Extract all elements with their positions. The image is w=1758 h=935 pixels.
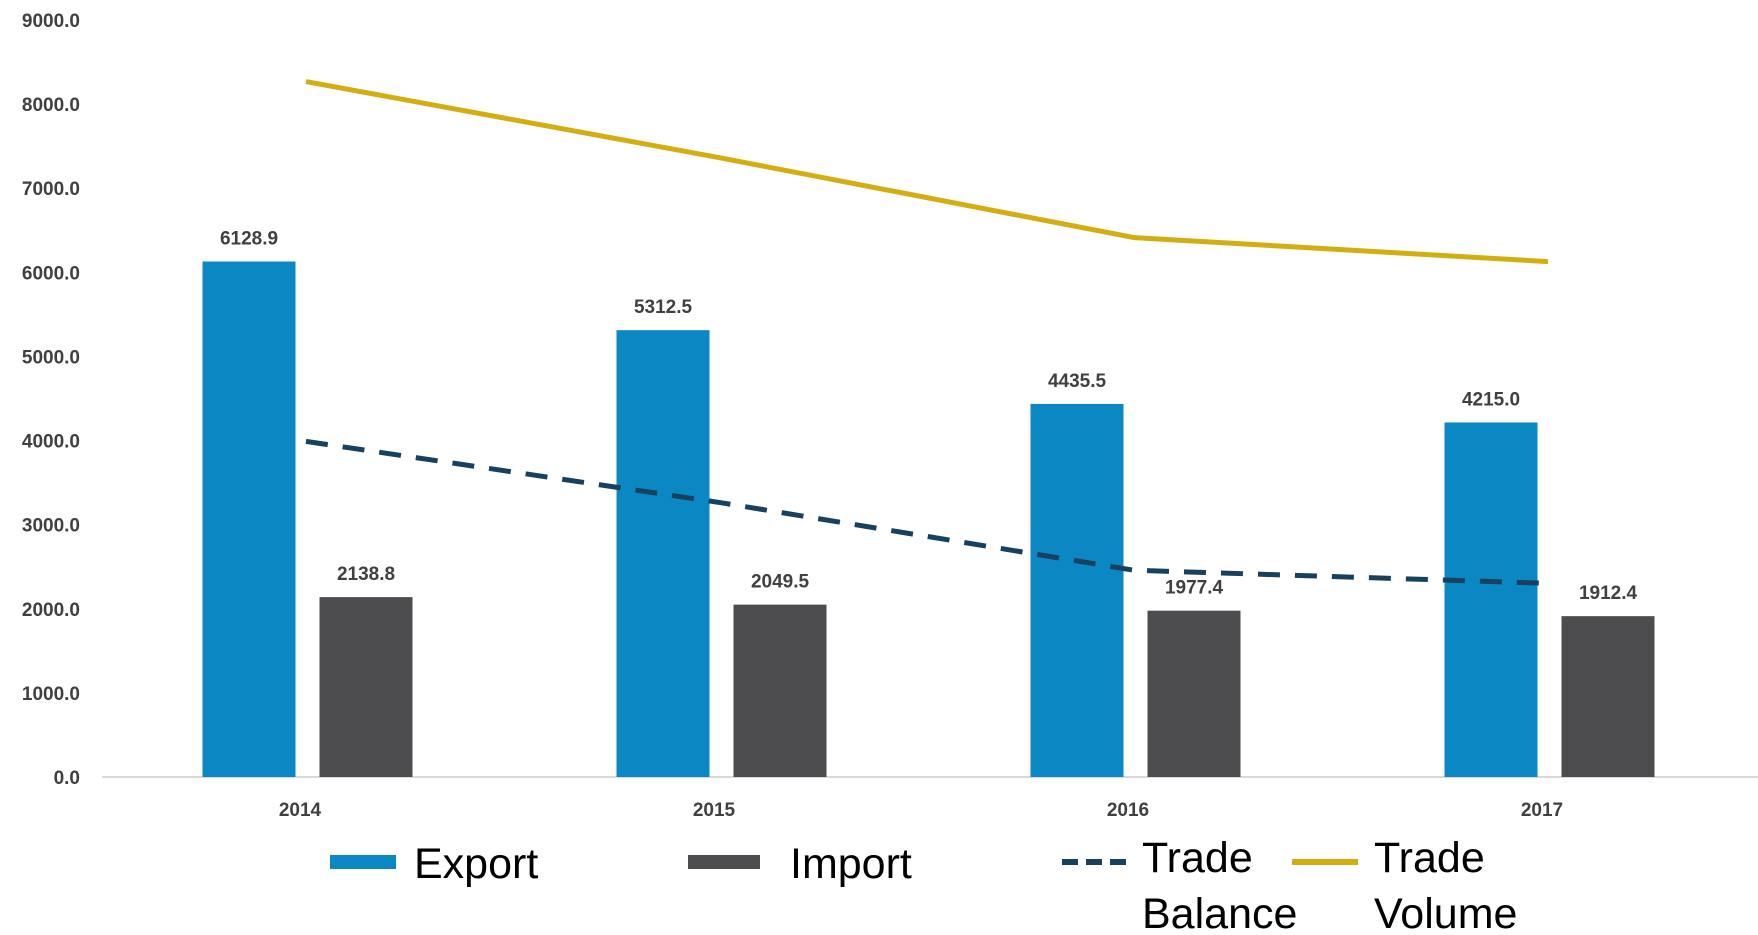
export-bar (202, 261, 296, 777)
import-bar (1561, 616, 1655, 777)
lines (305, 79, 1549, 586)
legend-label-trade-balance: Trade Balance (1142, 834, 1297, 935)
import-bar (319, 597, 413, 777)
y-tick-label: 2000.0 (22, 600, 80, 621)
data-labels: 6128.9 5312.5 4435.5 4215.0 2138.8 2049.5 1977… (220, 228, 1638, 604)
y-tick-label: 9000.0 (22, 11, 80, 32)
data-label: 6128.9 (220, 228, 278, 249)
import-bar (733, 604, 827, 777)
trade-balance-line (305, 438, 1549, 586)
x-tick-label: 2017 (1521, 800, 1563, 821)
x-tick-label: 2014 (279, 800, 322, 821)
legend-swatch-export (330, 855, 396, 869)
import-bar (1147, 610, 1241, 777)
data-label: 2138.8 (337, 564, 395, 585)
y-tick-label: 6000.0 (22, 263, 80, 284)
legend-label-import: Import (790, 840, 912, 888)
legend-label-trade-volume: Trade Volume (1374, 834, 1517, 935)
data-label: 1977.4 (1165, 578, 1224, 599)
legend-label-export: Export (414, 840, 538, 888)
y-tick-label: 5000.0 (22, 347, 80, 368)
data-label: 5312.5 (634, 297, 693, 318)
y-tick-label: 7000.0 (22, 179, 80, 200)
y-tick-label: 3000.0 (22, 516, 80, 537)
legend-swatch-import (688, 855, 760, 869)
x-tick-label: 2016 (1107, 800, 1149, 821)
y-axis: 0.0 1000.0 2000.0 3000.0 4000.0 5000.0 6000.0 7… (22, 11, 80, 789)
export-bar (1444, 422, 1538, 777)
x-axis: 2014 2015 2016 2017 (279, 800, 1563, 821)
data-label: 4215.0 (1462, 389, 1520, 410)
y-tick-label: 4000.0 (22, 432, 80, 453)
y-tick-label: 1000.0 (22, 684, 80, 705)
data-label: 4435.5 (1048, 371, 1107, 392)
export-bar (616, 330, 710, 777)
bars (202, 261, 1655, 777)
data-label: 1912.4 (1579, 583, 1638, 604)
y-tick-label: 8000.0 (22, 95, 80, 116)
data-label: 2049.5 (751, 572, 810, 593)
trade-volume-line (305, 79, 1549, 265)
legend: Export Import Trade Balance Trade Volume (330, 834, 1517, 935)
x-tick-label: 2015 (693, 800, 736, 821)
export-bar (1030, 403, 1124, 777)
y-tick-label: 0.0 (54, 768, 80, 789)
